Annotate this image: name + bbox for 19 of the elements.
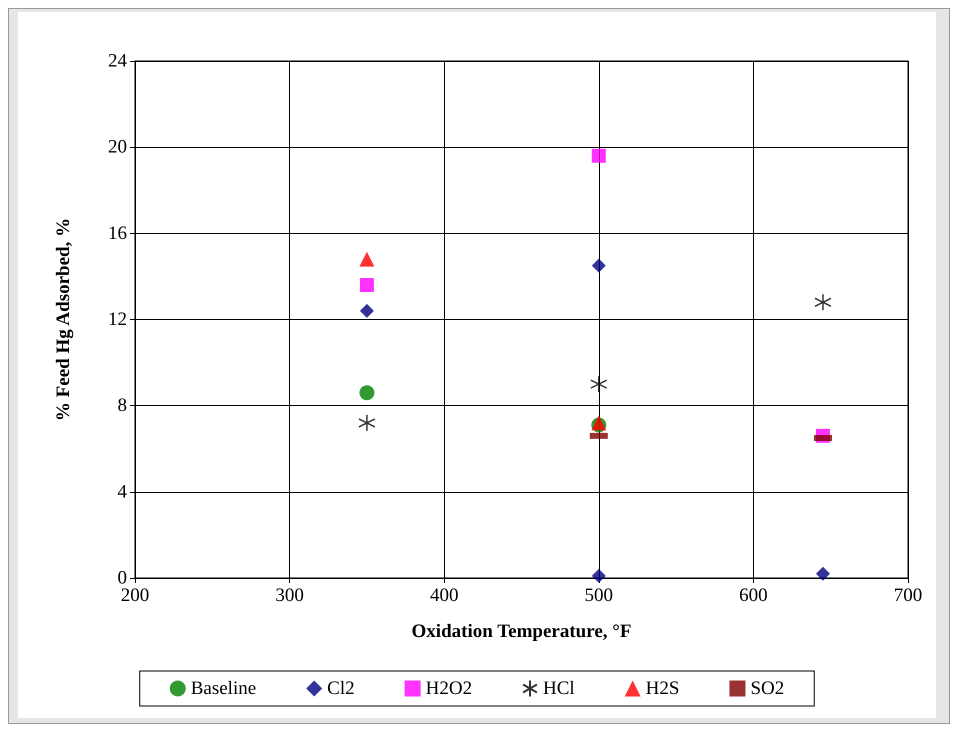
y-axis-title: % Feed Hg Adsorbed, % bbox=[53, 218, 74, 422]
x-tick-label: 300 bbox=[275, 585, 304, 606]
legend-label: H2S bbox=[646, 678, 680, 699]
legend-label: Cl2 bbox=[327, 678, 355, 699]
y-tick-label: 20 bbox=[108, 136, 127, 158]
legend-label: HCl bbox=[543, 678, 575, 699]
y-tick-label: 12 bbox=[108, 309, 127, 330]
x-tick-label: 500 bbox=[584, 585, 614, 606]
y-tick-label: 8 bbox=[118, 395, 127, 416]
y-tick-label: 24 bbox=[108, 50, 128, 72]
y-tick-label: 16 bbox=[108, 222, 127, 244]
x-tick-label: 700 bbox=[894, 585, 922, 606]
legend-label: Baseline bbox=[190, 678, 256, 699]
x-tick-label: 600 bbox=[739, 585, 768, 606]
y-tick-label: 4 bbox=[118, 481, 128, 502]
x-tick-label: 400 bbox=[430, 585, 458, 606]
x-axis-title: Oxidation Temperature, °F bbox=[412, 621, 632, 642]
legend-label: SO2 bbox=[750, 678, 784, 699]
legend-label: H2O2 bbox=[426, 678, 472, 699]
